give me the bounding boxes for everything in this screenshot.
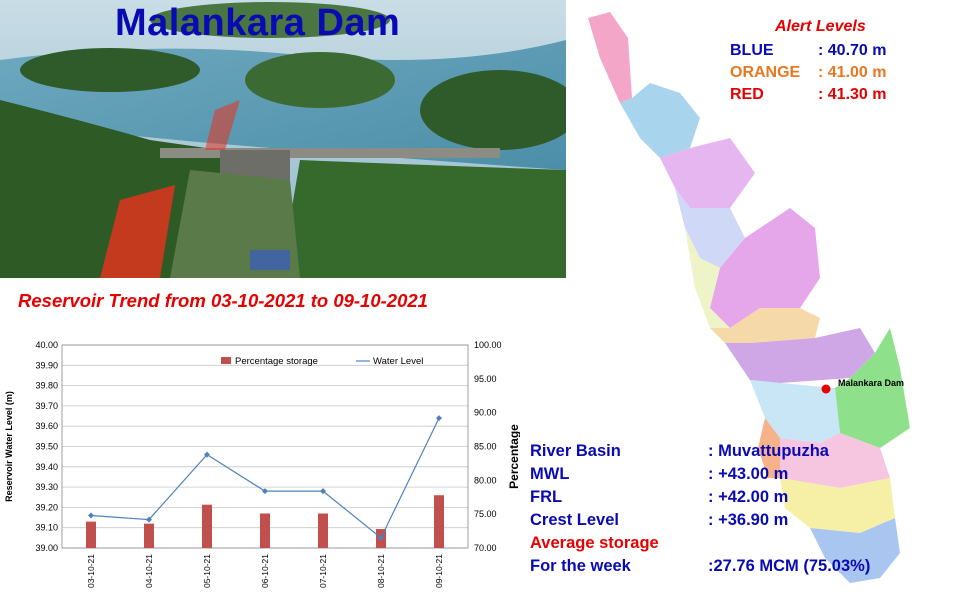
info-label: For the week (530, 557, 631, 575)
y-tick-label: 39.40 (35, 462, 58, 472)
x-tick-label: 05-10-21 (202, 554, 212, 588)
malankara-dam-marker (821, 384, 831, 394)
trend-title: Reservoir Trend from 03-10-2021 to 09-10… (18, 290, 428, 311)
y-tick-label: 39.30 (35, 482, 58, 492)
info-value: :27.76 MCM (75.03%) (708, 557, 871, 575)
y-tick-label: 39.90 (35, 360, 58, 370)
y2-tick-label: 85.00 (474, 442, 497, 452)
bar-percentage-storage (260, 513, 270, 548)
y2-tick-label: 70.00 (474, 543, 497, 553)
bar-percentage-storage (318, 513, 328, 548)
info-label: Crest Level (530, 511, 619, 529)
legend-label: Water Level (373, 356, 423, 367)
map-district (620, 83, 700, 158)
water-level-point (436, 415, 442, 422)
alert-levels-heading: Alert Levels (775, 18, 866, 35)
map-district (588, 12, 632, 103)
x-tick-label: 08-10-21 (376, 554, 386, 588)
water-level-point (146, 516, 152, 523)
info-label: River Basin (530, 442, 621, 460)
y2-tick-label: 95.00 (474, 374, 497, 384)
map-district (835, 328, 910, 448)
y-tick-label: 39.10 (35, 523, 58, 533)
y-tick-label: 39.80 (35, 381, 58, 391)
water-level-point (378, 534, 384, 541)
y-tick-label: 39.00 (35, 543, 58, 553)
water-level-point (88, 512, 94, 519)
alert-name: ORANGE (730, 64, 801, 81)
y-tick-label: 39.20 (35, 502, 58, 512)
water-level-point (262, 488, 268, 495)
y-axis-label: Reservoir Water Level (m) (4, 391, 14, 502)
y2-axis-label: Percentage (507, 424, 520, 489)
water-level-point (320, 488, 326, 495)
bar-percentage-storage (86, 521, 96, 548)
map-marker-label: Malankara Dam (838, 378, 905, 388)
kerala-map (588, 12, 910, 583)
water-level-point (204, 451, 210, 458)
map-district (685, 228, 730, 328)
bar-percentage-storage (202, 504, 212, 548)
bar-percentage-storage (144, 523, 154, 548)
map-district (780, 478, 895, 533)
alert-value: : 41.30 m (818, 86, 887, 103)
y-tick-label: 39.60 (35, 421, 58, 431)
alert-value: : 41.00 m (818, 64, 887, 81)
info-label: FRL (530, 488, 563, 506)
alert-name: RED (730, 86, 764, 103)
alert-name: BLUE (730, 42, 774, 59)
info-value: : Muvattupuzha (708, 442, 829, 460)
info-label: Average storage (530, 534, 659, 552)
x-tick-label: 03-10-21 (86, 554, 96, 588)
y-tick-label: 40.00 (35, 340, 58, 350)
y-tick-label: 39.70 (35, 401, 58, 411)
y2-tick-label: 90.00 (474, 408, 497, 418)
x-tick-label: 06-10-21 (260, 554, 270, 588)
bar-percentage-storage (434, 495, 444, 548)
y2-tick-label: 75.00 (474, 509, 497, 519)
map-district (780, 433, 890, 488)
info-label: MWL (530, 465, 570, 483)
x-tick-label: 04-10-21 (144, 554, 154, 588)
map-district (710, 208, 820, 328)
x-tick-label: 09-10-21 (434, 554, 444, 588)
map-district (660, 138, 755, 208)
info-value: : +43.00 m (708, 465, 789, 483)
map-district (750, 380, 840, 443)
page-title: Malankara Dam (115, 2, 401, 44)
legend-swatch-percentage-storage (221, 357, 231, 364)
map-district (710, 308, 820, 343)
y2-tick-label: 100.00 (474, 340, 502, 350)
dam-photo (0, 0, 566, 278)
dam-aerial-image (0, 0, 566, 278)
reservoir-trend-chart: 39.00 39.10 39.20 39.30 39.40 39.50 39.60 39.70… (4, 340, 520, 588)
y-tick-label: 39.50 (35, 442, 58, 452)
y2-tick-label: 80.00 (474, 475, 497, 485)
map-district (810, 518, 900, 583)
legend-label: Percentage storage (235, 356, 318, 367)
info-value: : +36.90 m (708, 511, 789, 529)
info-value: : +42.00 m (708, 488, 789, 506)
map-district (758, 418, 780, 478)
map-district (675, 188, 745, 268)
alert-value: : 40.70 m (818, 42, 887, 59)
map-district (725, 328, 875, 383)
x-tick-label: 07-10-21 (318, 554, 328, 588)
